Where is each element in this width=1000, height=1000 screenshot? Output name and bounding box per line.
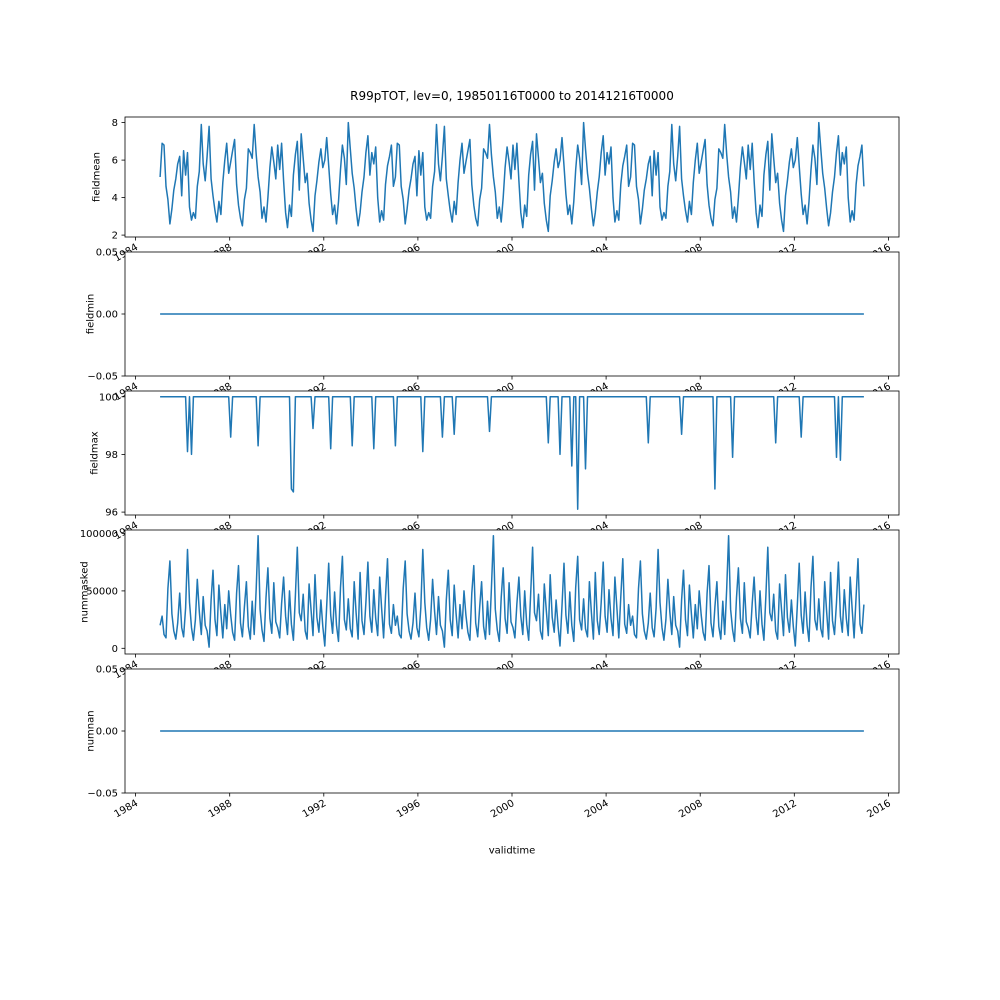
subplot-numnan: −0.05 0.00 0.05 1984 1988 1992 1996 2000 2004 200… xyxy=(87,665,900,820)
line-fieldmean xyxy=(159,121,865,233)
ytick-label: 0.05 xyxy=(96,248,118,259)
axes-border xyxy=(124,668,900,794)
ylabel-fieldmean: fieldmean xyxy=(91,152,103,202)
ytick-label: 100000 xyxy=(80,529,118,540)
ytick-label: 6 xyxy=(112,156,118,167)
xtick-label: 2012 xyxy=(771,798,799,820)
ytick-label: 8 xyxy=(112,118,118,129)
ytick-label: 100 xyxy=(99,392,118,403)
line-fieldmax xyxy=(160,396,864,510)
xtick-label: 1996 xyxy=(395,798,423,820)
xtick-label: 2004 xyxy=(583,798,611,820)
ytick-label: 0.00 xyxy=(96,310,118,321)
ytick-label: 50000 xyxy=(86,586,118,597)
figure-title: R99pTOT, lev=0, 19850116T0000 to 2014121… xyxy=(350,89,674,103)
ytick-label: −0.05 xyxy=(87,372,118,383)
xtick-label: 2016 xyxy=(865,798,893,820)
ylabel-fieldmin: fieldmin xyxy=(85,293,97,335)
ytick-label: 2 xyxy=(112,231,118,242)
ytick-label: 0.05 xyxy=(96,665,118,676)
subplot-fieldmax: 9698100198419881992199620002004200820122… xyxy=(99,390,900,542)
axes-border xyxy=(124,116,900,238)
ylabel-nummasked: nummasked xyxy=(79,561,91,623)
line-nummasked xyxy=(159,534,865,648)
ytick-label: 0.00 xyxy=(96,727,118,738)
ytick-label: −0.05 xyxy=(87,789,118,800)
ylabel-fieldmax: fieldmax xyxy=(89,431,101,475)
subplot-nummasked: 0500001000001984198819921996200020042008… xyxy=(80,529,900,681)
axes-border xyxy=(124,251,900,377)
xtick-label: 1988 xyxy=(207,798,235,820)
xtick-label: 2008 xyxy=(677,798,705,820)
subplot-fieldmean: 2468198419881992199620002004200820122016 xyxy=(112,116,900,264)
ytick-label: 96 xyxy=(105,508,118,519)
axes-border xyxy=(124,390,900,516)
ylabel-numnan: numnan xyxy=(85,710,97,752)
xtick-label: 2000 xyxy=(489,798,517,820)
ytick-label: 98 xyxy=(105,450,118,461)
xtick-label: 1992 xyxy=(301,798,329,820)
ytick-label: 0 xyxy=(112,644,118,655)
xlabel-validtime: validtime xyxy=(488,845,536,857)
xtick-label: 1984 xyxy=(113,798,141,820)
axes-border xyxy=(124,529,900,655)
subplot-fieldmin: −0.050.000.05198419881992199620002004200… xyxy=(87,248,900,403)
ytick-label: 4 xyxy=(112,193,118,204)
